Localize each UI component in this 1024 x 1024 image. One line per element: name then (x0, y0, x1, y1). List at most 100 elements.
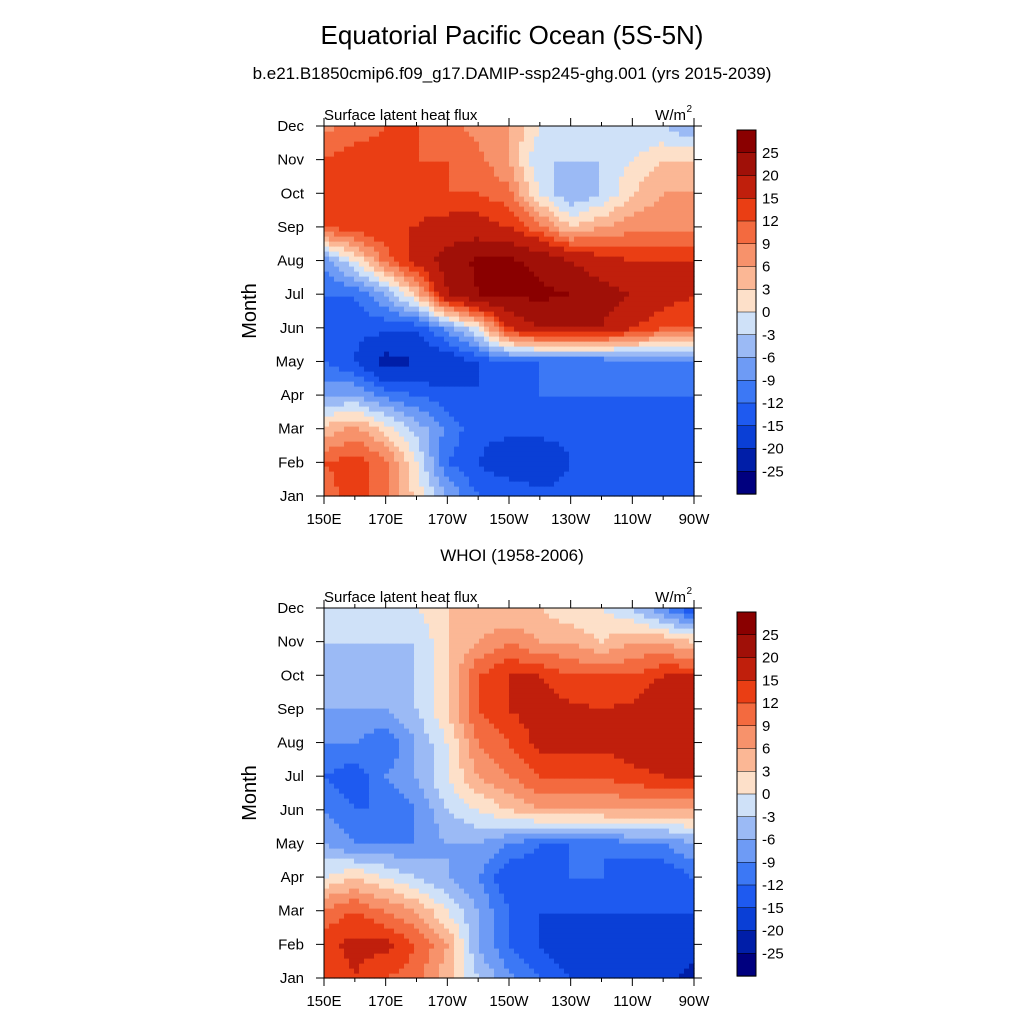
heatmap-cell (514, 161, 520, 167)
heatmap-cell (629, 206, 635, 212)
heatmap-cell (664, 441, 670, 447)
heatmap-cell (474, 256, 480, 262)
heatmap-cell (639, 281, 645, 287)
heatmap-cell (604, 191, 610, 197)
heatmap-cell (554, 246, 560, 252)
heatmap-cell (524, 296, 530, 302)
heatmap-cell (534, 416, 540, 422)
heatmap-cell (494, 416, 500, 422)
heatmap-cell (674, 236, 680, 242)
heatmap-cell (359, 361, 365, 367)
heatmap-cell (574, 331, 580, 337)
heatmap-cell (674, 381, 680, 387)
heatmap-cell (459, 421, 465, 427)
heatmap-cell (519, 216, 525, 222)
heatmap-cell (574, 441, 580, 447)
heatmap-cell (664, 166, 670, 172)
heatmap-cell (599, 461, 605, 467)
heatmap-cell (484, 451, 490, 457)
heatmap-cell (474, 161, 480, 167)
heatmap-cell (639, 241, 645, 247)
heatmap-cell (379, 266, 385, 272)
heatmap-cell (349, 216, 355, 222)
heatmap-cell (384, 266, 390, 272)
heatmap-cell (359, 346, 365, 352)
heatmap-cell (519, 346, 525, 352)
heatmap-cell (679, 206, 685, 212)
heatmap-cell (634, 396, 640, 402)
heatmap-cell (609, 471, 615, 477)
heatmap-cell (624, 171, 630, 177)
heatmap-cell (454, 196, 460, 202)
heatmap-cell (569, 266, 575, 272)
heatmap-cell (369, 361, 375, 367)
heatmap-cell (434, 341, 440, 347)
heatmap-cell (454, 331, 460, 337)
heatmap-cell (414, 216, 420, 222)
heatmap-cell (514, 321, 520, 327)
heatmap-cell (524, 351, 530, 357)
heatmap-cell (379, 241, 385, 247)
heatmap-cell (549, 356, 555, 362)
heatmap-cell (414, 341, 420, 347)
heatmap-cell (469, 421, 475, 427)
heatmap-cell (399, 226, 405, 232)
heatmap-cell (604, 351, 610, 357)
heatmap-cell (454, 206, 460, 212)
heatmap-cell (334, 476, 340, 482)
heatmap-cell (564, 171, 570, 177)
heatmap-cell (339, 271, 345, 277)
heatmap-cell (519, 366, 525, 372)
heatmap-cell (459, 216, 465, 222)
heatmap-cell (394, 386, 400, 392)
heatmap-cell (419, 236, 425, 242)
heatmap-cell (549, 421, 555, 427)
heatmap-cell (399, 336, 405, 342)
heatmap-cell (414, 166, 420, 172)
heatmap-cell (614, 466, 620, 472)
heatmap-cell (679, 266, 685, 272)
heatmap-cell (529, 266, 535, 272)
heatmap-cell (469, 291, 475, 297)
heatmap-cell (669, 406, 675, 412)
heatmap-cell (614, 326, 620, 332)
heatmap-cell (339, 316, 345, 322)
heatmap-cell (554, 176, 560, 182)
heatmap-cell (339, 361, 345, 367)
heatmap-cell (459, 291, 465, 297)
heatmap-cell (369, 261, 375, 267)
heatmap-cell (669, 396, 675, 402)
heatmap-cell (619, 366, 625, 372)
heatmap-cell (619, 431, 625, 437)
heatmap-cell (564, 491, 570, 497)
heatmap-cell (644, 326, 650, 332)
heatmap-cell (534, 251, 540, 257)
heatmap-cell (444, 181, 450, 187)
heatmap-cell (529, 246, 535, 252)
heatmap-cell (634, 316, 640, 322)
heatmap-cell (374, 436, 380, 442)
heatmap-cell (329, 346, 335, 352)
heatmap-cell (329, 431, 335, 437)
heatmap-cell (679, 186, 685, 192)
heatmap-cell (434, 266, 440, 272)
heatmap-cell (429, 436, 435, 442)
heatmap-cell (324, 416, 330, 422)
heatmap-cell (454, 376, 460, 382)
heatmap-cell (509, 201, 515, 207)
heatmap-cell (579, 431, 585, 437)
heatmap-cell (464, 221, 470, 227)
heatmap-cell (689, 196, 695, 202)
heatmap-cell (444, 166, 450, 172)
heatmap-cell (469, 401, 475, 407)
heatmap-cell (484, 471, 490, 477)
heatmap-cell (404, 471, 410, 477)
heatmap-cell (369, 421, 375, 427)
heatmap-cell (329, 381, 335, 387)
heatmap-cell (624, 331, 630, 337)
heatmap-cell (379, 486, 385, 492)
heatmap-cell (504, 191, 510, 197)
heatmap-cell (494, 281, 500, 287)
heatmap-cell (684, 246, 690, 252)
heatmap-cell (559, 186, 565, 192)
